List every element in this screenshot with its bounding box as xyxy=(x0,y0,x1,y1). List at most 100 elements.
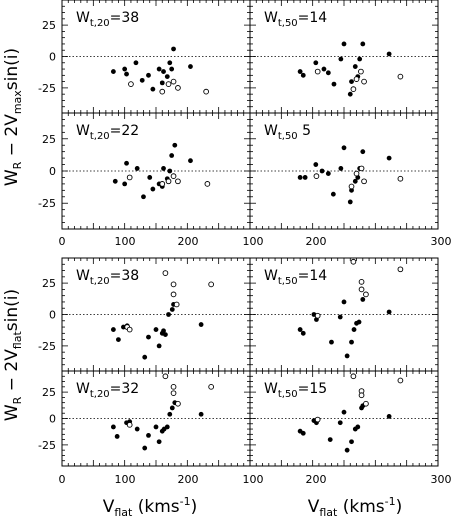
open-point xyxy=(350,258,357,265)
filled-point xyxy=(139,77,145,83)
filled-point xyxy=(344,447,350,453)
filled-point xyxy=(169,66,175,72)
top-y-axis-title: WR − 2Vmaxsin(i) xyxy=(2,48,24,186)
filled-point xyxy=(341,409,347,415)
open-point xyxy=(159,181,166,187)
filled-point xyxy=(300,430,306,436)
panel-1-1: Wt,50=14 xyxy=(249,257,439,372)
bottom-xtick-label-3: 100 xyxy=(243,473,264,486)
ytick-label: 0 xyxy=(49,165,56,178)
panel-label: Wt,20=38 xyxy=(76,268,139,287)
filled-point xyxy=(349,79,354,85)
panel-1-0: 25 0 -25 Wt,20=38 xyxy=(38,257,251,372)
filled-point xyxy=(356,319,362,325)
filled-point xyxy=(122,66,128,72)
filled-point xyxy=(347,199,353,205)
filled-point xyxy=(147,175,153,180)
bottom-panels: 25 0 -25 Wt,20=38 Wt,50=14 25 0 -25 Wt,20=32 Wt,5… xyxy=(38,257,439,467)
open-point xyxy=(361,78,367,85)
open-point xyxy=(353,170,360,177)
filled-point xyxy=(302,175,308,180)
filled-point xyxy=(297,69,303,74)
ytick-label: 25 xyxy=(42,386,56,399)
open-point xyxy=(173,301,180,308)
panel-label: Wt,50=14 xyxy=(264,268,327,287)
bottom-figure: 25 0 -25 Wt,20=38 Wt,50=14 25 0 -25 Wt,20=32 Wt,5… xyxy=(2,257,452,519)
filled-point xyxy=(360,41,366,47)
filled-point xyxy=(321,66,327,72)
filled-point xyxy=(331,81,337,87)
filled-point xyxy=(300,72,306,78)
open-point xyxy=(397,266,404,273)
filled-point xyxy=(166,312,171,317)
open-point xyxy=(358,68,364,75)
open-point xyxy=(358,165,365,172)
filled-point xyxy=(150,86,156,92)
bottom-y-axis-title: WR − 2Vflatsin(i) xyxy=(2,289,24,421)
open-point xyxy=(363,291,369,298)
filled-point xyxy=(133,60,139,66)
filled-point xyxy=(156,66,162,72)
top-xtick-label-5: 300 xyxy=(431,235,452,248)
open-point xyxy=(397,73,404,80)
filled-point xyxy=(327,437,333,443)
filled-point xyxy=(146,334,151,340)
open-point xyxy=(170,390,177,397)
filled-point xyxy=(386,155,392,161)
bottom-xtick-label-2: 200 xyxy=(178,473,199,486)
panel-0-2: 25 0 -25 Wt,20=22 xyxy=(38,112,251,230)
filled-point xyxy=(355,424,361,430)
filled-point xyxy=(172,142,178,148)
ytick-label: -25 xyxy=(38,82,56,95)
filled-point xyxy=(153,327,159,332)
filled-point xyxy=(161,166,166,171)
filled-point xyxy=(169,153,175,158)
open-point xyxy=(350,86,357,92)
open-point xyxy=(358,286,365,293)
ytick-label: 0 xyxy=(49,309,56,322)
filled-point xyxy=(344,353,350,359)
open-point xyxy=(126,174,133,181)
top-figure: 25 0 -25 Wt,20=38 Wt,50=14 25 0 -25 Wt,20=22 Wt,5… xyxy=(2,0,452,248)
filled-point xyxy=(167,168,173,174)
filled-point xyxy=(164,424,170,430)
filled-point xyxy=(110,424,116,430)
open-point xyxy=(208,281,214,288)
open-point xyxy=(358,279,365,285)
filled-point xyxy=(141,194,146,200)
open-point xyxy=(175,178,181,185)
open-point xyxy=(170,173,177,180)
filled-point xyxy=(349,187,354,193)
open-point xyxy=(314,68,321,75)
filled-point xyxy=(349,439,354,445)
panel-label: Wt,50=14 xyxy=(264,10,327,29)
panel-label: Wt,20=38 xyxy=(76,10,139,29)
filled-point xyxy=(110,69,116,74)
ytick-label: 25 xyxy=(42,277,56,290)
open-point xyxy=(361,178,367,185)
filled-point xyxy=(330,191,336,197)
filled-point xyxy=(198,411,204,417)
filled-point xyxy=(386,309,392,315)
panel-label: Wt,50=15 xyxy=(264,381,327,400)
ytick-label: 0 xyxy=(49,51,56,64)
ytick-label: 25 xyxy=(42,19,56,32)
filled-point xyxy=(386,51,392,57)
filled-point xyxy=(313,162,319,167)
filled-point xyxy=(134,166,140,171)
open-point xyxy=(162,270,169,276)
bottom-x-axis-title-left: Vflat (kms-1) xyxy=(103,495,198,519)
open-point xyxy=(170,383,177,390)
filled-point xyxy=(124,160,129,166)
top-xtick-label-1: 100 xyxy=(115,235,136,248)
open-point xyxy=(175,85,181,91)
filled-point xyxy=(116,337,121,343)
filled-point xyxy=(146,432,151,438)
ytick-label: -25 xyxy=(38,197,56,210)
open-point xyxy=(126,326,133,333)
filled-point xyxy=(329,339,334,345)
top-xtick-label-2: 200 xyxy=(178,235,199,248)
filled-point xyxy=(169,405,175,411)
open-point xyxy=(350,373,357,380)
